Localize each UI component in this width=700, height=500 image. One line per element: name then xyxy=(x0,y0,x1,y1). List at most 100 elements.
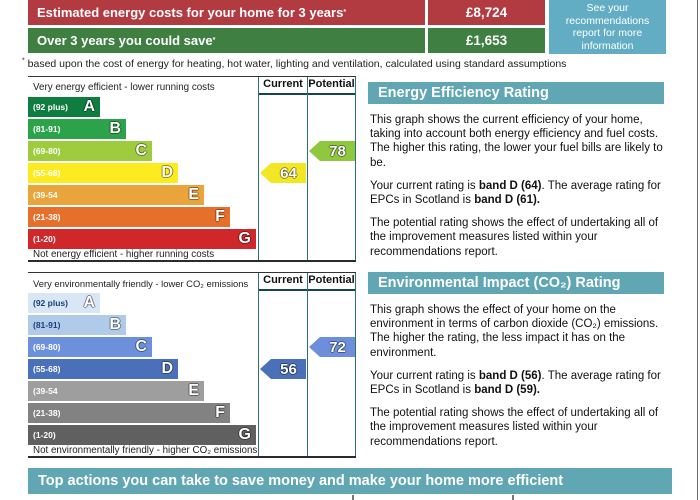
band-range: (69-80) xyxy=(33,342,61,352)
pointer-arrow-icon xyxy=(309,337,320,357)
estimated-costs-row: Estimated energy costs for your home for… xyxy=(28,0,545,25)
table-divider-tick xyxy=(352,495,354,500)
energy-band-g: (1-20) G xyxy=(28,229,256,249)
energy-potential-pointer: 78 xyxy=(309,141,355,161)
band-letter: C xyxy=(135,338,147,355)
band-range: (92 plus) xyxy=(33,298,68,308)
band-letter: C xyxy=(135,142,147,159)
page-right-border xyxy=(696,0,698,500)
band-letter: E xyxy=(188,186,199,203)
energy-band-e: (39-54 E xyxy=(28,185,204,205)
pointer-arrow-icon xyxy=(260,163,271,183)
energy-band-b: (81-91) B xyxy=(28,119,126,139)
co2-panel-title: Environmental Impact (CO₂) Rating xyxy=(368,272,664,294)
band-letter: F xyxy=(215,208,225,225)
average-band-text: band D (61). xyxy=(474,194,540,207)
footnote: * based upon the cost of energy for heat… xyxy=(22,57,567,71)
band-range: (55-68) xyxy=(33,364,61,374)
energy-current-pointer: 64 xyxy=(260,163,306,183)
co2-band-b: (81-91) B xyxy=(28,315,126,335)
energy-efficiency-chart: Current Potential Very energy efficient … xyxy=(28,76,356,262)
energy-current-column: Current xyxy=(258,77,307,260)
band-letter: A xyxy=(83,294,95,311)
band-range: (69-80) xyxy=(33,146,61,156)
band-range: (92 plus) xyxy=(33,102,68,112)
current-band-text: band D (56) xyxy=(478,369,542,382)
estimated-costs-label: Estimated energy costs for your home for… xyxy=(28,0,425,25)
band-letter: G xyxy=(238,230,251,247)
co2-panel-paragraph-2: Your current rating is band D (56). The … xyxy=(370,369,672,397)
band-range: (55-68) xyxy=(33,168,61,178)
band-range: (39-54 xyxy=(33,190,58,200)
energy-band-d: (55-68) D xyxy=(28,163,178,183)
co2-impact-chart: Current Potential Very environmentally f… xyxy=(28,272,356,458)
co2-potential-pointer: 72 xyxy=(309,337,355,357)
energy-panel-paragraph-2: Your current rating is band D (64). The … xyxy=(370,179,672,207)
band-letter: D xyxy=(161,164,173,181)
co2-band-f: (21-38) F xyxy=(28,403,230,423)
current-column-header: Current xyxy=(259,273,307,291)
savings-text: Over 3 years you could save xyxy=(37,33,213,48)
energy-bottom-label: Not energy efficient - higher running co… xyxy=(33,249,215,260)
band-letter: F xyxy=(215,404,225,421)
current-column-header: Current xyxy=(259,77,307,95)
co2-band-d: (55-68) D xyxy=(28,359,178,379)
band-range: (81-91) xyxy=(33,124,61,134)
asterisk: * xyxy=(22,57,25,65)
savings-label: Over 3 years you could save * xyxy=(28,28,425,53)
text: Your current rating is xyxy=(370,369,479,382)
text: . The average rating for EPCs in Scotlan… xyxy=(370,179,661,207)
energy-potential-column: Potential xyxy=(307,77,356,260)
co2-impact-panel: Environmental Impact (CO₂) Rating This g… xyxy=(368,272,672,449)
co2-potential-column: Potential xyxy=(307,273,356,456)
band-range: (39-54 xyxy=(33,386,58,396)
recommendations-info-box: See your recommendations report for more… xyxy=(549,0,666,54)
average-band-text: band D (59). xyxy=(474,384,540,397)
energy-bands: (92 plus) A (81-91) B (69-80) C (55-68) D (3… xyxy=(28,97,256,251)
band-range: (1-20) xyxy=(33,430,56,440)
band-letter: B xyxy=(109,120,121,137)
energy-panel-paragraph-1: This graph shows the current efficiency … xyxy=(370,114,663,169)
co2-panel-paragraph-1: This graph shows the effect of your home… xyxy=(370,304,659,359)
co2-panel-paragraph-3: The potential rating shows the effect of… xyxy=(370,407,659,448)
co2-band-c: (69-80) C xyxy=(28,337,152,357)
band-range: (81-91) xyxy=(33,320,61,330)
energy-band-a: (92 plus) A xyxy=(28,97,100,117)
band-range: (21-38) xyxy=(33,212,61,222)
co2-current-pointer: 56 xyxy=(260,359,306,379)
energy-current-value: 64 xyxy=(271,163,306,183)
band-letter: A xyxy=(83,98,95,115)
energy-panel-title: Energy Efficiency Rating xyxy=(368,82,664,104)
pointer-arrow-icon xyxy=(260,359,271,379)
co2-top-label: Very environmentally friendly - lower CO… xyxy=(33,278,249,289)
band-range: (21-38) xyxy=(33,408,61,418)
potential-column-header: Potential xyxy=(308,77,355,95)
footnote-text: based upon the cost of energy for heatin… xyxy=(27,58,567,70)
co2-bands: (92 plus) A (81-91) B (69-80) C (55-68) D (3… xyxy=(28,293,256,447)
savings-value: £1,653 xyxy=(428,28,545,53)
cost-summary-table: Estimated energy costs for your home for… xyxy=(28,0,668,54)
band-letter: D xyxy=(161,360,173,377)
potential-column-header: Potential xyxy=(308,273,355,291)
energy-panel-paragraph-3: The potential rating shows the effect of… xyxy=(370,217,659,258)
savings-row: Over 3 years you could save * £1,653 xyxy=(28,28,545,53)
current-band-text: band D (64) xyxy=(478,179,542,192)
band-letter: E xyxy=(188,382,199,399)
energy-band-c: (69-80) C xyxy=(28,141,152,161)
band-range: (1-20) xyxy=(33,234,56,244)
co2-current-column: Current xyxy=(258,273,307,456)
pointer-arrow-icon xyxy=(309,141,320,161)
band-letter: B xyxy=(109,316,121,333)
estimated-costs-text: Estimated energy costs for your home for… xyxy=(37,5,344,20)
top-actions-header: Top actions you can take to save money a… xyxy=(28,468,672,494)
co2-potential-value: 72 xyxy=(320,337,355,357)
energy-efficiency-panel: Energy Efficiency Rating This graph show… xyxy=(368,82,672,259)
co2-band-a: (92 plus) A xyxy=(28,293,100,313)
text: Your current rating is xyxy=(370,179,479,192)
table-divider-tick xyxy=(512,495,514,500)
estimated-costs-value: £8,724 xyxy=(428,0,545,25)
co2-band-e: (39-54 E xyxy=(28,381,204,401)
text: . The average rating for EPCs in Scotlan… xyxy=(370,369,661,397)
co2-band-g: (1-20) G xyxy=(28,425,256,445)
energy-band-f: (21-38) F xyxy=(28,207,230,227)
